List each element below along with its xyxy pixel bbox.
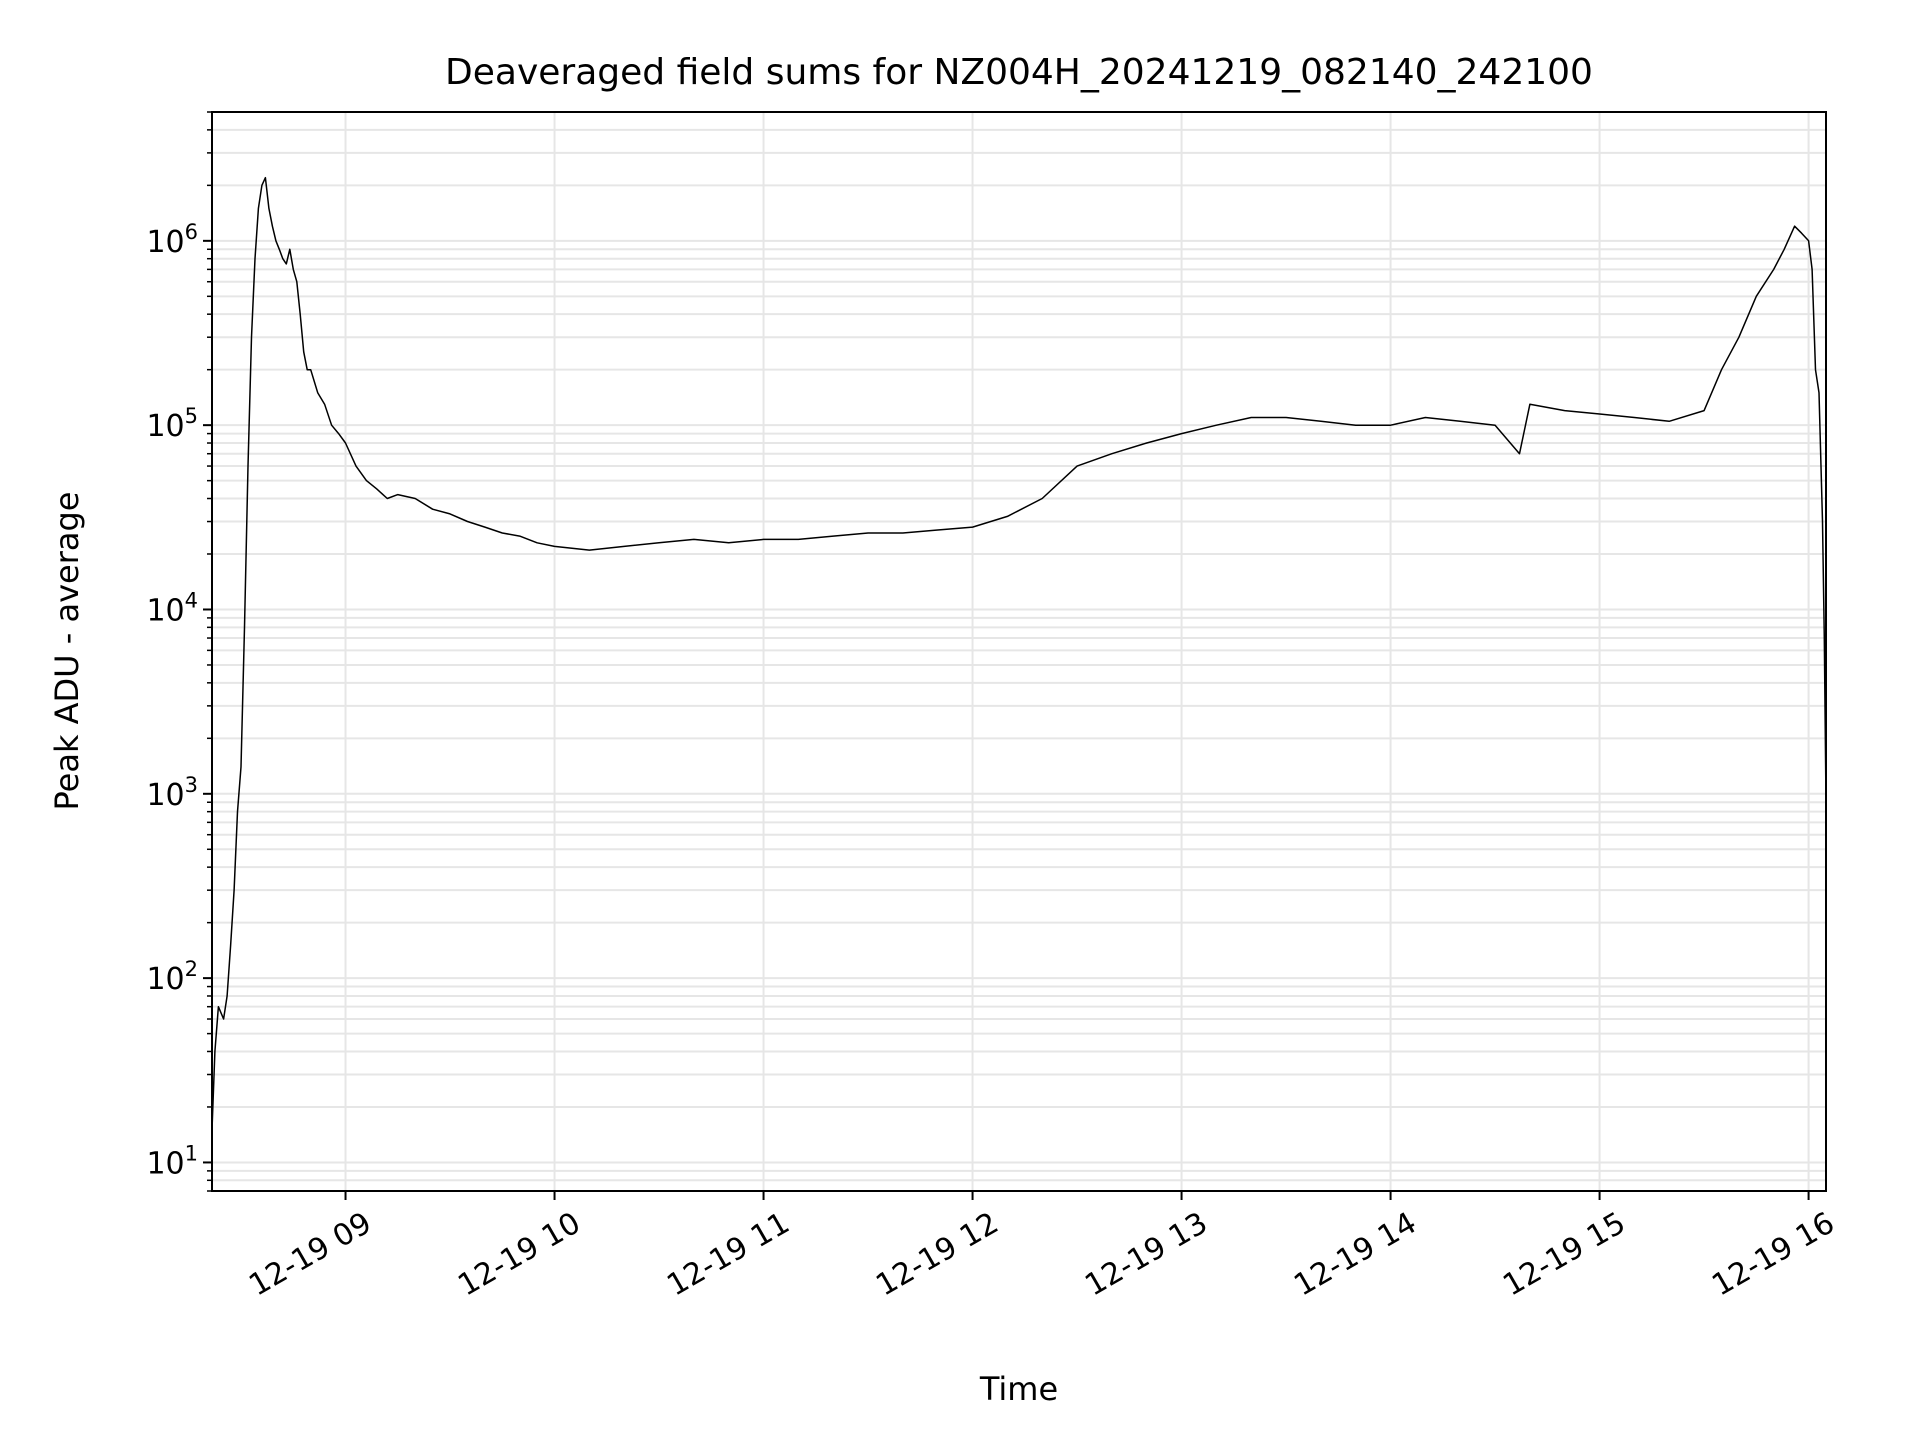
x-axis-label: Time [979,1370,1058,1408]
y-axis-label: Peak ADU - average [48,492,86,811]
chart-title: Deaveraged field sums for NZ004H_2024121… [445,52,1593,93]
